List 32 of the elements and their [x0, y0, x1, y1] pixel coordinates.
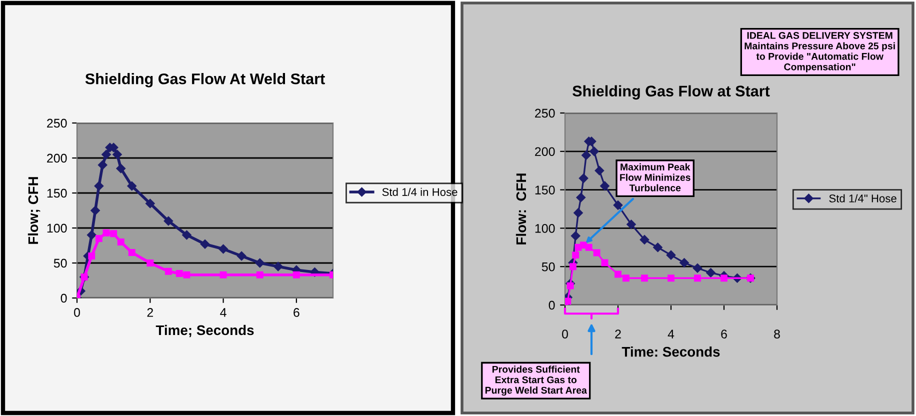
y-tick-label: 200: [535, 147, 555, 156]
legend-label: Std 1/4" Hose: [829, 194, 896, 202]
x-axis-title: Time; Seconds: [156, 324, 254, 338]
y-tick-label: 0: [60, 294, 67, 303]
y-tick-label: 250: [47, 118, 67, 128]
text: IDEAL GAS DELIVERY SYSTEM Maintains Pressure Above 25 psi to Provide "Automatic Flow Compensation": [744, 32, 895, 72]
x-tick-label: 6: [721, 330, 727, 338]
x-tick-label: 4: [668, 330, 674, 338]
x-axis-title: Time: Seconds: [622, 346, 720, 357]
y-tick-label: 200: [47, 154, 67, 163]
annotation: Maximum Peak Flow Minimizes Turbulence: [620, 163, 690, 192]
legend-label: Std 1/4 in Hose: [382, 188, 458, 196]
y-tick-label: 150: [535, 186, 555, 194]
x-tick-label: 2: [615, 330, 621, 338]
y-axis-title: Flow; CFH: [28, 177, 40, 244]
y-tick-label: 50: [54, 258, 67, 268]
y-tick-label: 150: [47, 188, 67, 198]
y-axis-title: Flow: CFH: [516, 174, 526, 244]
x-tick-label: 0: [562, 330, 568, 338]
x-tick-label: 2: [147, 308, 153, 317]
y-tick-label: 100: [47, 224, 67, 233]
x-tick-label: 4: [220, 308, 226, 317]
y-tick-label: 100: [535, 224, 555, 233]
y-tick-label: 0: [548, 300, 555, 310]
chart-title: Shielding Gas Flow at Start: [572, 85, 770, 100]
x-tick-label: 6: [294, 308, 300, 317]
x-tick-label: 8: [774, 330, 780, 338]
x-tick-label: 0: [74, 308, 80, 317]
y-tick-label: 50: [542, 262, 555, 272]
chart-title: Shielding Gas Flow At Weld Start: [85, 73, 325, 88]
text: Provides Sufficient Extra Start Gas to Purge Weld Start Area: [485, 366, 587, 396]
y-tick-label: 250: [535, 108, 555, 118]
